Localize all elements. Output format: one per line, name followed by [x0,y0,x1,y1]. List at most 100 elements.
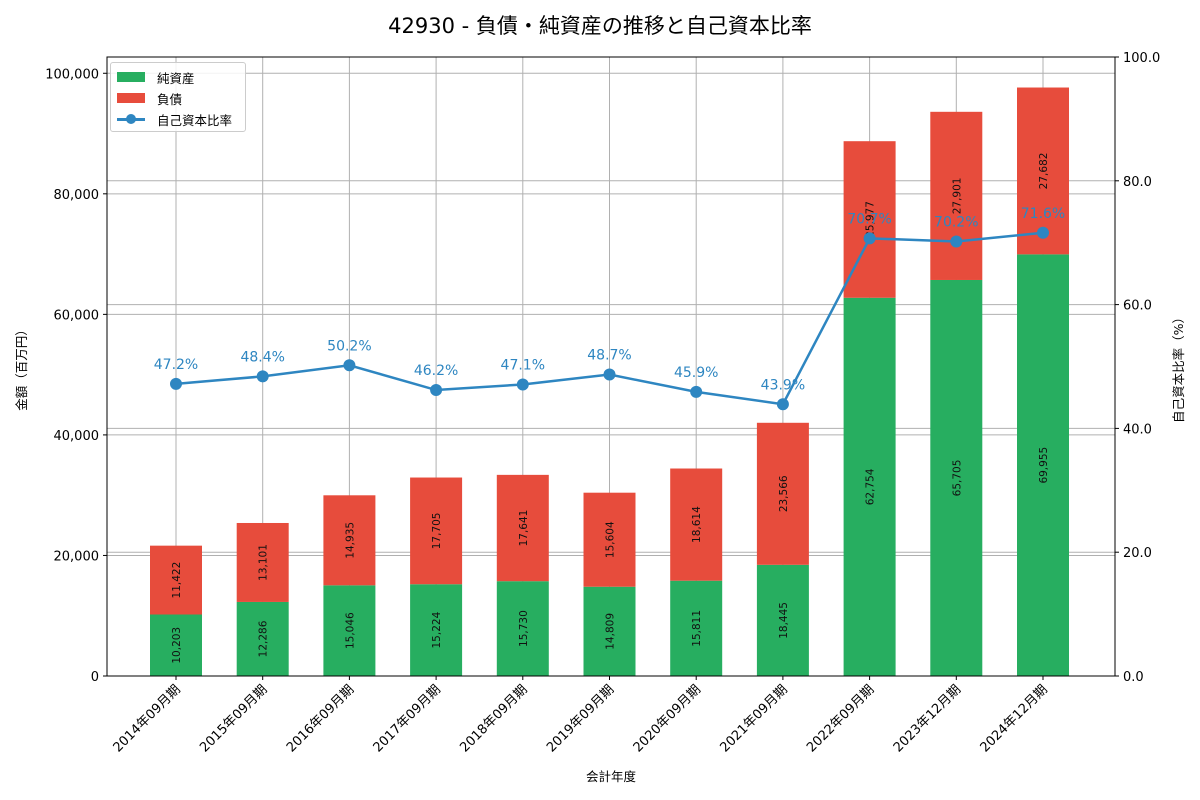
bar-label-net-assets: 12,286 [258,620,270,657]
y-tick-label-right: 0.0 [1123,670,1144,685]
bar-label-net-assets: 15,730 [518,610,530,647]
bar-label-liabilities: 23,566 [778,475,790,512]
ratio-label: 43.9% [761,377,805,393]
bar-label-net-assets: 14,809 [605,613,617,650]
net-assets-swatch-icon [117,72,145,82]
ratio-label: 46.2% [414,363,458,379]
ratio-marker [863,232,876,245]
bar-label-net-assets: 15,046 [344,612,356,649]
bar-liabilities [670,468,723,581]
stacked-bars [150,87,1069,676]
ratio-label: 50.2% [327,338,371,354]
x-tick-label: 2016年09月期 [284,682,357,755]
bar-liabilities [323,495,376,586]
bar-net-assets [583,586,636,676]
x-tick-label: 2015年09月期 [197,682,270,755]
bar-net-assets [150,614,202,676]
bar-net-assets [670,580,723,676]
ratio-marker [776,398,789,411]
ratio-marker [170,377,182,390]
bar-label-net-assets: 62,754 [865,468,877,505]
ratio-label: 70.7% [847,211,891,227]
bar-label-liabilities: 27,682 [1038,153,1050,190]
bar-label-net-assets: 65,705 [951,460,963,497]
bar-label-net-assets: 18,445 [778,602,790,639]
legend-item-net-assets: 純資産 [117,68,195,86]
legend-label: 純資産 [157,70,195,86]
bar-liabilities [930,111,983,280]
bar-net-assets [410,584,463,676]
y-axis-title-right: 自己資本比率（%） [1171,311,1186,423]
ratio-marker [950,235,963,248]
x-tick-label: 2017年09月期 [371,682,444,755]
ratio-label: 47.2% [154,357,198,373]
ratio-marker [603,368,616,381]
ratio-label: 70.2% [934,214,978,230]
ratio-label: 47.1% [501,357,545,373]
ratio-label: 71.6% [1021,206,1065,222]
x-tick-label: 2021年09月期 [717,682,790,755]
bar-net-assets [323,585,376,676]
chart-title: 42930 - 負債・純資産の推移と自己資本比率 [388,14,812,38]
legend-item-equity-ratio: 自己資本比率 [117,110,232,128]
y-tick-label-left: 100,000 [45,67,99,82]
ratio-marker [343,359,356,372]
x-tick-label: 2020年09月期 [631,682,704,755]
ratio-marker [430,384,443,397]
y-tick-label-right: 20.0 [1123,546,1152,561]
bar-label-net-assets: 69,955 [1038,447,1050,484]
ratio-label: 48.4% [240,349,284,365]
bar-label-liabilities: 27,901 [951,178,963,215]
y-axis-title-left: 金額（百万円） [14,323,29,411]
legend-label: 自己資本比率 [157,112,233,128]
bar-label-liabilities: 14,935 [344,522,356,559]
line-marker-icon [117,114,145,124]
x-tick-label: 2014年09月期 [111,682,184,755]
x-tick-label: 2019年09月期 [544,682,617,755]
bar-liabilities [583,492,636,587]
bar-label-liabilities: 13,101 [258,544,270,581]
bar-liabilities [150,545,202,615]
bar-label-liabilities: 15,604 [605,521,617,558]
y-tick-label-left: 40,000 [54,429,100,444]
bar-label-liabilities: 18,614 [691,506,703,543]
bar-label-net-assets: 15,224 [431,611,443,648]
equity-ratio-line: 47.2% 48.4% 50.2% 46.2% 47.1% 48.7% 45.9% 43.9%… [154,206,1065,411]
ratio-marker [1037,226,1049,239]
bar-net-assets [930,279,983,676]
y-tick-label-right: 60.0 [1123,299,1152,314]
bar-net-assets [496,581,549,676]
bar-label-net-assets: 15,811 [691,610,703,647]
bar-liabilities [1017,87,1069,255]
legend-item-liabilities: 負債 [117,89,182,107]
ratio-marker [256,370,269,383]
bar-liabilities [756,422,809,565]
x-axis-title: 会計年度 [586,769,637,784]
x-tick-label: 2023年12月期 [891,682,964,755]
liabilities-swatch-icon [117,93,145,103]
bar-label-liabilities: 17,641 [518,510,530,547]
y-tick-label-left: 0 [91,670,99,685]
y-tick-label-left: 80,000 [54,188,100,203]
bar-net-assets [843,297,896,676]
y-tick-label-right: 40.0 [1123,422,1152,437]
y-tick-label-right: 100.0 [1123,51,1160,66]
bar-liabilities [496,474,549,582]
bar-liabilities [236,522,289,602]
ratio-marker [690,385,703,398]
x-tick-label: 2022年09月期 [804,682,877,755]
y-tick-label-left: 60,000 [54,308,100,323]
x-tick-label: 2024年12月期 [978,682,1051,755]
y-tick-label-left: 20,000 [54,549,100,564]
y-tick-label-right: 80.0 [1123,175,1152,190]
bar-label-liabilities: 25,977 [865,201,877,238]
bar-label-liabilities: 17,705 [431,513,443,550]
legend: 純資産 負債 自己資本比率 [110,62,246,132]
ratio-label: 48.7% [587,348,631,364]
legend-label: 負債 [157,91,183,107]
bar-label-liabilities: 11,422 [171,562,183,599]
bar-net-assets [236,601,289,676]
ratio-marker [516,378,529,391]
bar-net-assets [756,564,809,676]
